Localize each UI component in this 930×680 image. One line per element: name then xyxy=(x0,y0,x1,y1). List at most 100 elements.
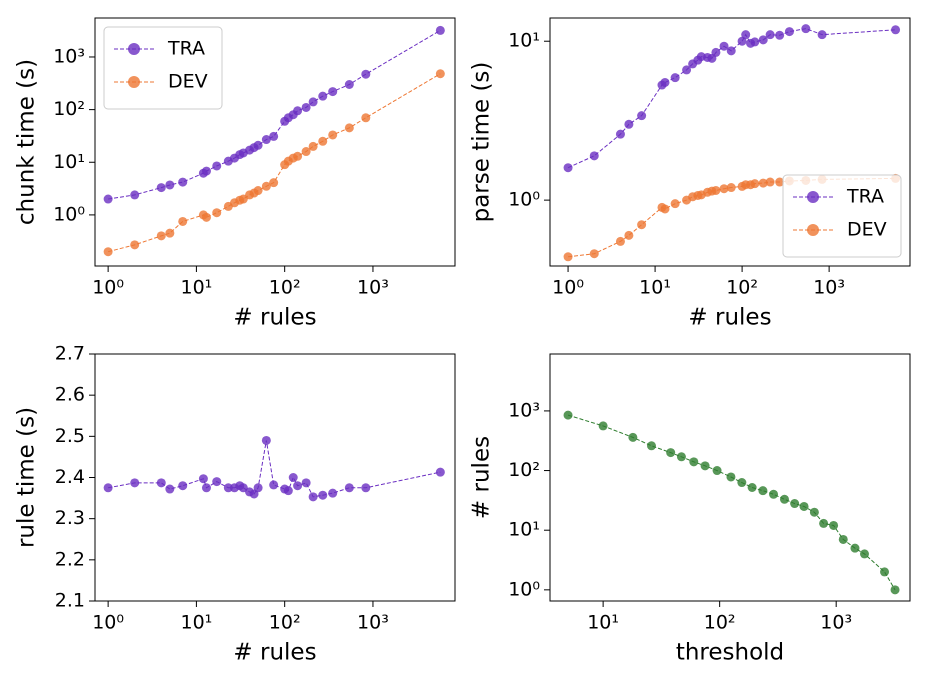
data-point xyxy=(253,186,263,196)
y-tick-label: 2.3 xyxy=(55,507,85,529)
legend-label: TRA xyxy=(167,38,205,60)
legend-marker xyxy=(807,191,819,203)
data-point xyxy=(741,30,751,40)
y-tick-label: 2.4 xyxy=(55,466,85,488)
data-point xyxy=(712,466,722,476)
data-point xyxy=(198,474,208,484)
data-point xyxy=(435,25,445,35)
data-point xyxy=(130,478,140,488)
data-point xyxy=(891,25,901,35)
data-point xyxy=(563,410,573,420)
data-point xyxy=(747,482,757,492)
data-point xyxy=(719,41,729,51)
data-point xyxy=(711,185,721,195)
data-point xyxy=(293,481,303,491)
y-tick-label: 10³ xyxy=(508,399,540,421)
data-point xyxy=(758,178,768,188)
data-point xyxy=(156,231,166,241)
data-point xyxy=(178,177,188,187)
data-point xyxy=(819,518,829,528)
data-point xyxy=(201,166,211,176)
data-point xyxy=(624,230,634,240)
panel: 10¹ 10² 10³ 10⁰ 10¹ 10² 10³ threshold # rules xyxy=(469,353,911,666)
data-point xyxy=(817,30,827,40)
data-point xyxy=(212,161,222,171)
y-axis-label: chunk time (s) xyxy=(14,59,40,225)
data-point xyxy=(253,140,263,150)
data-point xyxy=(660,204,670,214)
data-point xyxy=(726,472,736,482)
data-point xyxy=(666,448,676,458)
data-point xyxy=(361,69,371,79)
x-tick-label: 10⁰ xyxy=(92,612,124,634)
data-point xyxy=(799,501,809,511)
data-point xyxy=(212,208,222,218)
data-point xyxy=(253,483,263,493)
data-point xyxy=(860,549,870,559)
data-point xyxy=(779,494,789,504)
data-point xyxy=(269,480,279,490)
data-point xyxy=(201,483,211,493)
panel: 10⁰ 10¹ 10² 10³ 10⁰ 10¹ # rules parse time (s) T… xyxy=(469,17,911,331)
y-tick-label: 10² xyxy=(508,459,540,481)
data-point xyxy=(308,492,318,502)
y-tick-label: 2.5 xyxy=(55,425,85,447)
data-point xyxy=(103,194,113,204)
data-point xyxy=(750,179,760,189)
data-point xyxy=(790,499,800,509)
panel: 10⁰ 10¹ 10² 10³ 2.1 2.2 2.3 2.4 2.5 2.6 2.7 # rules… xyxy=(14,343,456,666)
data-point xyxy=(784,27,794,37)
x-tick-label: 10¹ xyxy=(587,612,619,634)
x-tick-label: 10² xyxy=(269,612,301,634)
data-point xyxy=(637,220,647,230)
data-point xyxy=(700,461,710,471)
data-point xyxy=(769,489,779,499)
legend-marker xyxy=(807,224,819,236)
data-point xyxy=(563,163,573,173)
data-point xyxy=(750,37,760,47)
data-point xyxy=(637,111,647,121)
y-tick-label: 10¹ xyxy=(53,151,85,173)
data-point xyxy=(809,507,819,517)
data-point xyxy=(880,567,890,577)
data-point xyxy=(775,30,785,40)
data-point xyxy=(293,106,303,116)
x-axis-label: threshold xyxy=(676,640,784,666)
data-point xyxy=(775,177,785,187)
data-point xyxy=(624,119,634,129)
data-point xyxy=(103,247,113,257)
data-point xyxy=(261,135,271,145)
data-point xyxy=(628,432,638,442)
y-tick-label: 10³ xyxy=(53,45,85,67)
data-point xyxy=(726,183,736,193)
y-tick-label: 10⁰ xyxy=(508,578,540,600)
y-tick-label: 10⁰ xyxy=(53,203,85,225)
data-point xyxy=(328,130,338,140)
x-tick-label: 10³ xyxy=(357,277,389,299)
data-point xyxy=(676,452,686,462)
data-point xyxy=(829,520,839,530)
data-point xyxy=(328,488,338,498)
x-tick-label: 10³ xyxy=(357,612,389,634)
x-tick-label: 10³ xyxy=(813,277,845,299)
data-point xyxy=(308,141,318,151)
data-point xyxy=(890,585,900,595)
x-tick-label: 10² xyxy=(726,277,758,299)
data-point xyxy=(758,35,768,45)
legend-marker xyxy=(128,76,140,88)
data-point xyxy=(589,151,599,161)
data-point xyxy=(318,490,328,500)
x-tick-label: 10¹ xyxy=(181,277,213,299)
data-point xyxy=(201,212,211,222)
y-tick-label: 10⁰ xyxy=(508,189,540,211)
data-point xyxy=(212,477,222,487)
data-point xyxy=(344,123,354,133)
y-axis-label: rule time (s) xyxy=(14,407,40,548)
legend-label: DEV xyxy=(847,219,887,241)
data-point xyxy=(682,65,692,75)
x-tick-label: 10⁰ xyxy=(92,277,124,299)
x-tick-label: 10² xyxy=(269,277,301,299)
y-tick-label: 10¹ xyxy=(508,30,540,52)
axes-frame xyxy=(94,353,456,602)
